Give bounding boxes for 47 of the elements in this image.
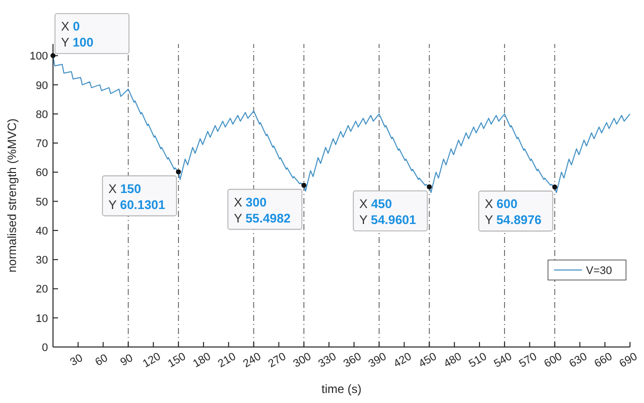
data-tip: X 0 Y 100 <box>50 13 130 58</box>
annotation: X 150 Y 60.1301 <box>108 182 166 212</box>
x-tick-label: 150 <box>166 350 188 370</box>
x-tick-label: 30 <box>68 352 85 369</box>
legend-label: V=30 <box>586 265 612 277</box>
x-tick-label: 420 <box>392 350 414 370</box>
y-tick-label: 60 <box>36 167 48 180</box>
y-tick-label: 70 <box>36 138 48 150</box>
x-tick-label: 300 <box>291 350 314 370</box>
y-tick-label: 30 <box>36 254 48 267</box>
x-tick-label: 450 <box>416 350 439 370</box>
y-tick-label: 100 <box>30 50 48 63</box>
x-tick-label: 360 <box>342 350 364 370</box>
annotation: X 300 Y 55.4982 <box>234 195 291 226</box>
x-tick-label: 330 <box>316 350 338 370</box>
annotation: X 450 Y 54.9601 <box>359 196 416 227</box>
y-tick-label: 50 <box>36 196 48 208</box>
x-tick-label: 120 <box>140 350 163 370</box>
x-tick-label: 90 <box>118 352 136 369</box>
x-tick-label: 60 <box>93 352 110 369</box>
data-tip: X 300 Y 55.4982 <box>227 182 306 230</box>
x-tick-label: 390 <box>366 350 389 370</box>
y-tick-label: 90 <box>36 80 48 92</box>
y-tick-label: 0 <box>42 342 48 354</box>
x-tick-label: 660 <box>592 350 614 370</box>
annotation: X 600 Y 54.8976 <box>484 197 542 228</box>
y-tick-label: 20 <box>36 284 48 296</box>
y-axis-title: normalised strength (%MVC) <box>5 118 19 273</box>
y-tick-label: 80 <box>36 108 48 121</box>
data-tip: X 600 Y 54.8976 <box>478 184 558 232</box>
y-tick-label: 10 <box>36 312 48 325</box>
x-tick-label: 180 <box>191 350 213 370</box>
x-tick-label: 270 <box>266 350 288 370</box>
x-tick-label: 630 <box>567 350 590 370</box>
x-tick-label: 240 <box>241 350 264 370</box>
x-tick-label: 480 <box>442 350 464 370</box>
x-tick-label: 510 <box>467 350 489 370</box>
x-tick-label: 210 <box>216 350 238 370</box>
x-tick-label: 690 <box>618 350 640 370</box>
x-axis-title: time (s) <box>322 382 362 396</box>
x-tick-label: 570 <box>517 350 540 370</box>
annotation: X 0 Y 100 <box>61 20 94 50</box>
x-tick-label: 600 <box>542 350 564 370</box>
y-tick-label: 40 <box>36 225 48 238</box>
data-tip: X 450 Y 54.9601 <box>352 184 432 232</box>
x-tick-label: 540 <box>492 350 514 370</box>
data-tip: X 150 Y 60.1301 <box>102 169 181 216</box>
